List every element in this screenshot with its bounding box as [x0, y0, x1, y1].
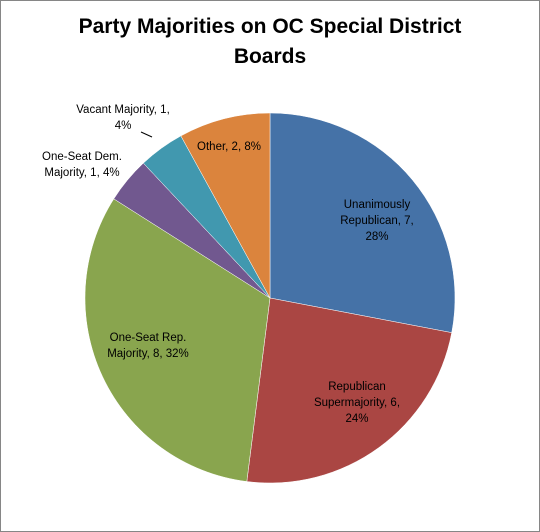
- data-label: One-Seat Dem. Majority, 1, 4%: [42, 151, 122, 179]
- pie-slice: [84, 198, 271, 482]
- pie-slice: [269, 112, 456, 333]
- pie-slice: [246, 297, 453, 484]
- chart-title: Party Majorities on OC Special District …: [78, 15, 462, 68]
- leader-line: [140, 131, 153, 138]
- pie-slice: [180, 112, 271, 299]
- data-label: Republican Supermajority, 6, 24%: [313, 381, 401, 425]
- data-label: Vacant Majority, 1, 4%: [76, 104, 170, 132]
- data-label: One-Seat Rep. Majority, 8, 32%: [107, 332, 189, 360]
- data-label: Unanimously Republican, 7, 28%: [340, 199, 414, 243]
- data-label: Other, 2, 8%: [197, 141, 261, 153]
